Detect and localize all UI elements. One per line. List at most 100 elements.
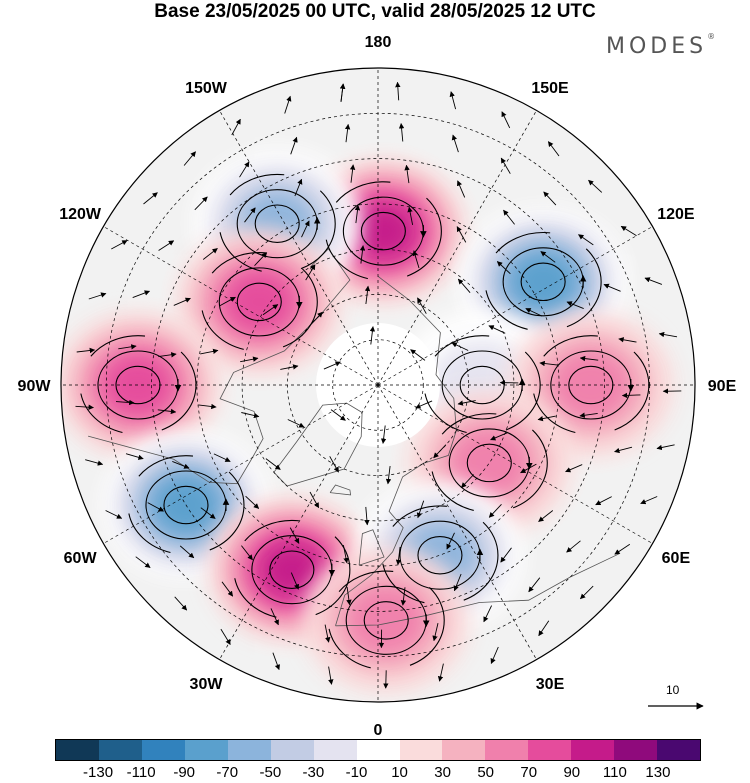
map-border (60, 67, 696, 703)
anomaly-positive-3 (175, 228, 344, 376)
wind-arrow (270, 608, 279, 626)
colorbar-segment (56, 740, 99, 760)
wind-arrow (200, 348, 219, 355)
anomaly-positive-11 (302, 546, 471, 694)
meridian (103, 384, 379, 544)
colorbar-segment (313, 740, 357, 760)
streamline (324, 181, 442, 281)
wind-arrow (174, 596, 188, 611)
streamline (127, 455, 245, 555)
wind-arrow (496, 261, 511, 275)
wind-arrow (488, 325, 506, 334)
streamline (218, 173, 336, 274)
meridian (219, 110, 379, 386)
longitude-label: 90W (18, 378, 52, 395)
colorbar-tick-label: -70 (216, 764, 239, 781)
wind-arrow (579, 412, 598, 418)
longitude-label: 180 (365, 34, 392, 51)
colorbar-tick-label: 110 (602, 764, 627, 781)
colorbar-tick-label: 30 (434, 764, 451, 781)
wind-arrow (565, 464, 583, 473)
map-title: Base 23/05/2025 00 UTC, valid 28/05/2025… (154, 1, 596, 22)
wind-arrow (200, 507, 216, 519)
wind-arrow (147, 502, 164, 512)
wind-arrow (398, 123, 405, 142)
graticule (61, 68, 695, 702)
colorbar-segment (356, 740, 400, 760)
wind-arrow (76, 347, 96, 354)
wind-arrow (143, 192, 158, 205)
meridian (377, 384, 653, 544)
wind-arrow (614, 446, 633, 454)
wind-arrow (172, 460, 190, 469)
polar-map: 180 150E 120E 90E 60E 30E 0 30W 60W 90W 120W 150W (18, 34, 737, 735)
longitude-label: 90E (708, 378, 737, 395)
colorbar-segment (657, 740, 701, 760)
wind-arrow (528, 577, 541, 593)
wind-arrow (198, 403, 217, 410)
colorbar-segment (442, 740, 486, 760)
colorbar-segment (528, 740, 572, 760)
wind-arrow (525, 308, 543, 317)
wind-arrow (538, 510, 554, 522)
wind-arrow (500, 157, 511, 174)
wind-arrow (539, 360, 558, 367)
streamline (236, 282, 282, 322)
streamline (233, 519, 351, 620)
wind-arrow (417, 297, 427, 314)
wind-arrow (323, 361, 341, 370)
colorbar-tick-label: -90 (173, 764, 196, 781)
wind-arrow (520, 463, 537, 474)
wind-arrow (588, 179, 603, 193)
wind-arrow (309, 311, 323, 326)
colorbar-tick-label: -30 (302, 764, 325, 781)
wind-arrow (490, 646, 499, 664)
wind-arrow (118, 344, 137, 350)
wind-arrow (457, 278, 471, 293)
longitude-label: 120W (59, 206, 102, 223)
wind-arrow (157, 408, 177, 415)
colorbar-tick-label: 10 (391, 764, 408, 781)
wind-arrow (566, 301, 584, 310)
wind-arrow (328, 666, 334, 685)
longitude-label: 120E (657, 206, 695, 223)
wind-arrow (364, 506, 370, 526)
colorbar-segment (227, 740, 271, 760)
wind-arrow (457, 400, 476, 406)
streamline (327, 570, 445, 671)
wind-arrow (503, 209, 515, 225)
wind-arrow (183, 151, 196, 166)
wind-arrow (595, 496, 612, 506)
colorbar-labels: -130 -110 -90 -70 -50 -30 -10 10 30 50 70 90 110 130 (0, 764, 750, 782)
wind-arrow (85, 459, 104, 466)
wind-arrow (603, 283, 621, 292)
wind-arrow (301, 220, 310, 238)
wind-arrow (543, 191, 557, 206)
wind-arrow (289, 527, 300, 544)
latitude-circle (332, 339, 424, 431)
colorbar-tick-label: 50 (477, 764, 494, 781)
wind-arrow (412, 250, 420, 269)
streamline (381, 505, 499, 606)
colorbar-tick-label: 70 (520, 764, 538, 781)
wind-arrow (158, 352, 177, 358)
wind-arrow (240, 356, 259, 363)
wind-arrow (272, 652, 280, 671)
colorbar-tick-label: 90 (563, 764, 581, 781)
wind-arrow (342, 545, 349, 564)
wind-arrow (354, 204, 361, 224)
wind-arrow (400, 587, 407, 606)
wind-arrow (380, 425, 387, 444)
wind-arrow (111, 240, 128, 250)
coast-britain (358, 529, 385, 566)
longitude-label: 30E (536, 676, 565, 693)
wind-arrow (437, 663, 444, 682)
streamline (520, 262, 566, 302)
latitude-circle (241, 248, 515, 522)
meridian (377, 110, 537, 386)
wind-arrow (359, 245, 366, 264)
wind-arrow (241, 545, 253, 561)
streamline (417, 535, 463, 575)
wind-arrow (324, 624, 331, 643)
streamline (430, 413, 548, 513)
